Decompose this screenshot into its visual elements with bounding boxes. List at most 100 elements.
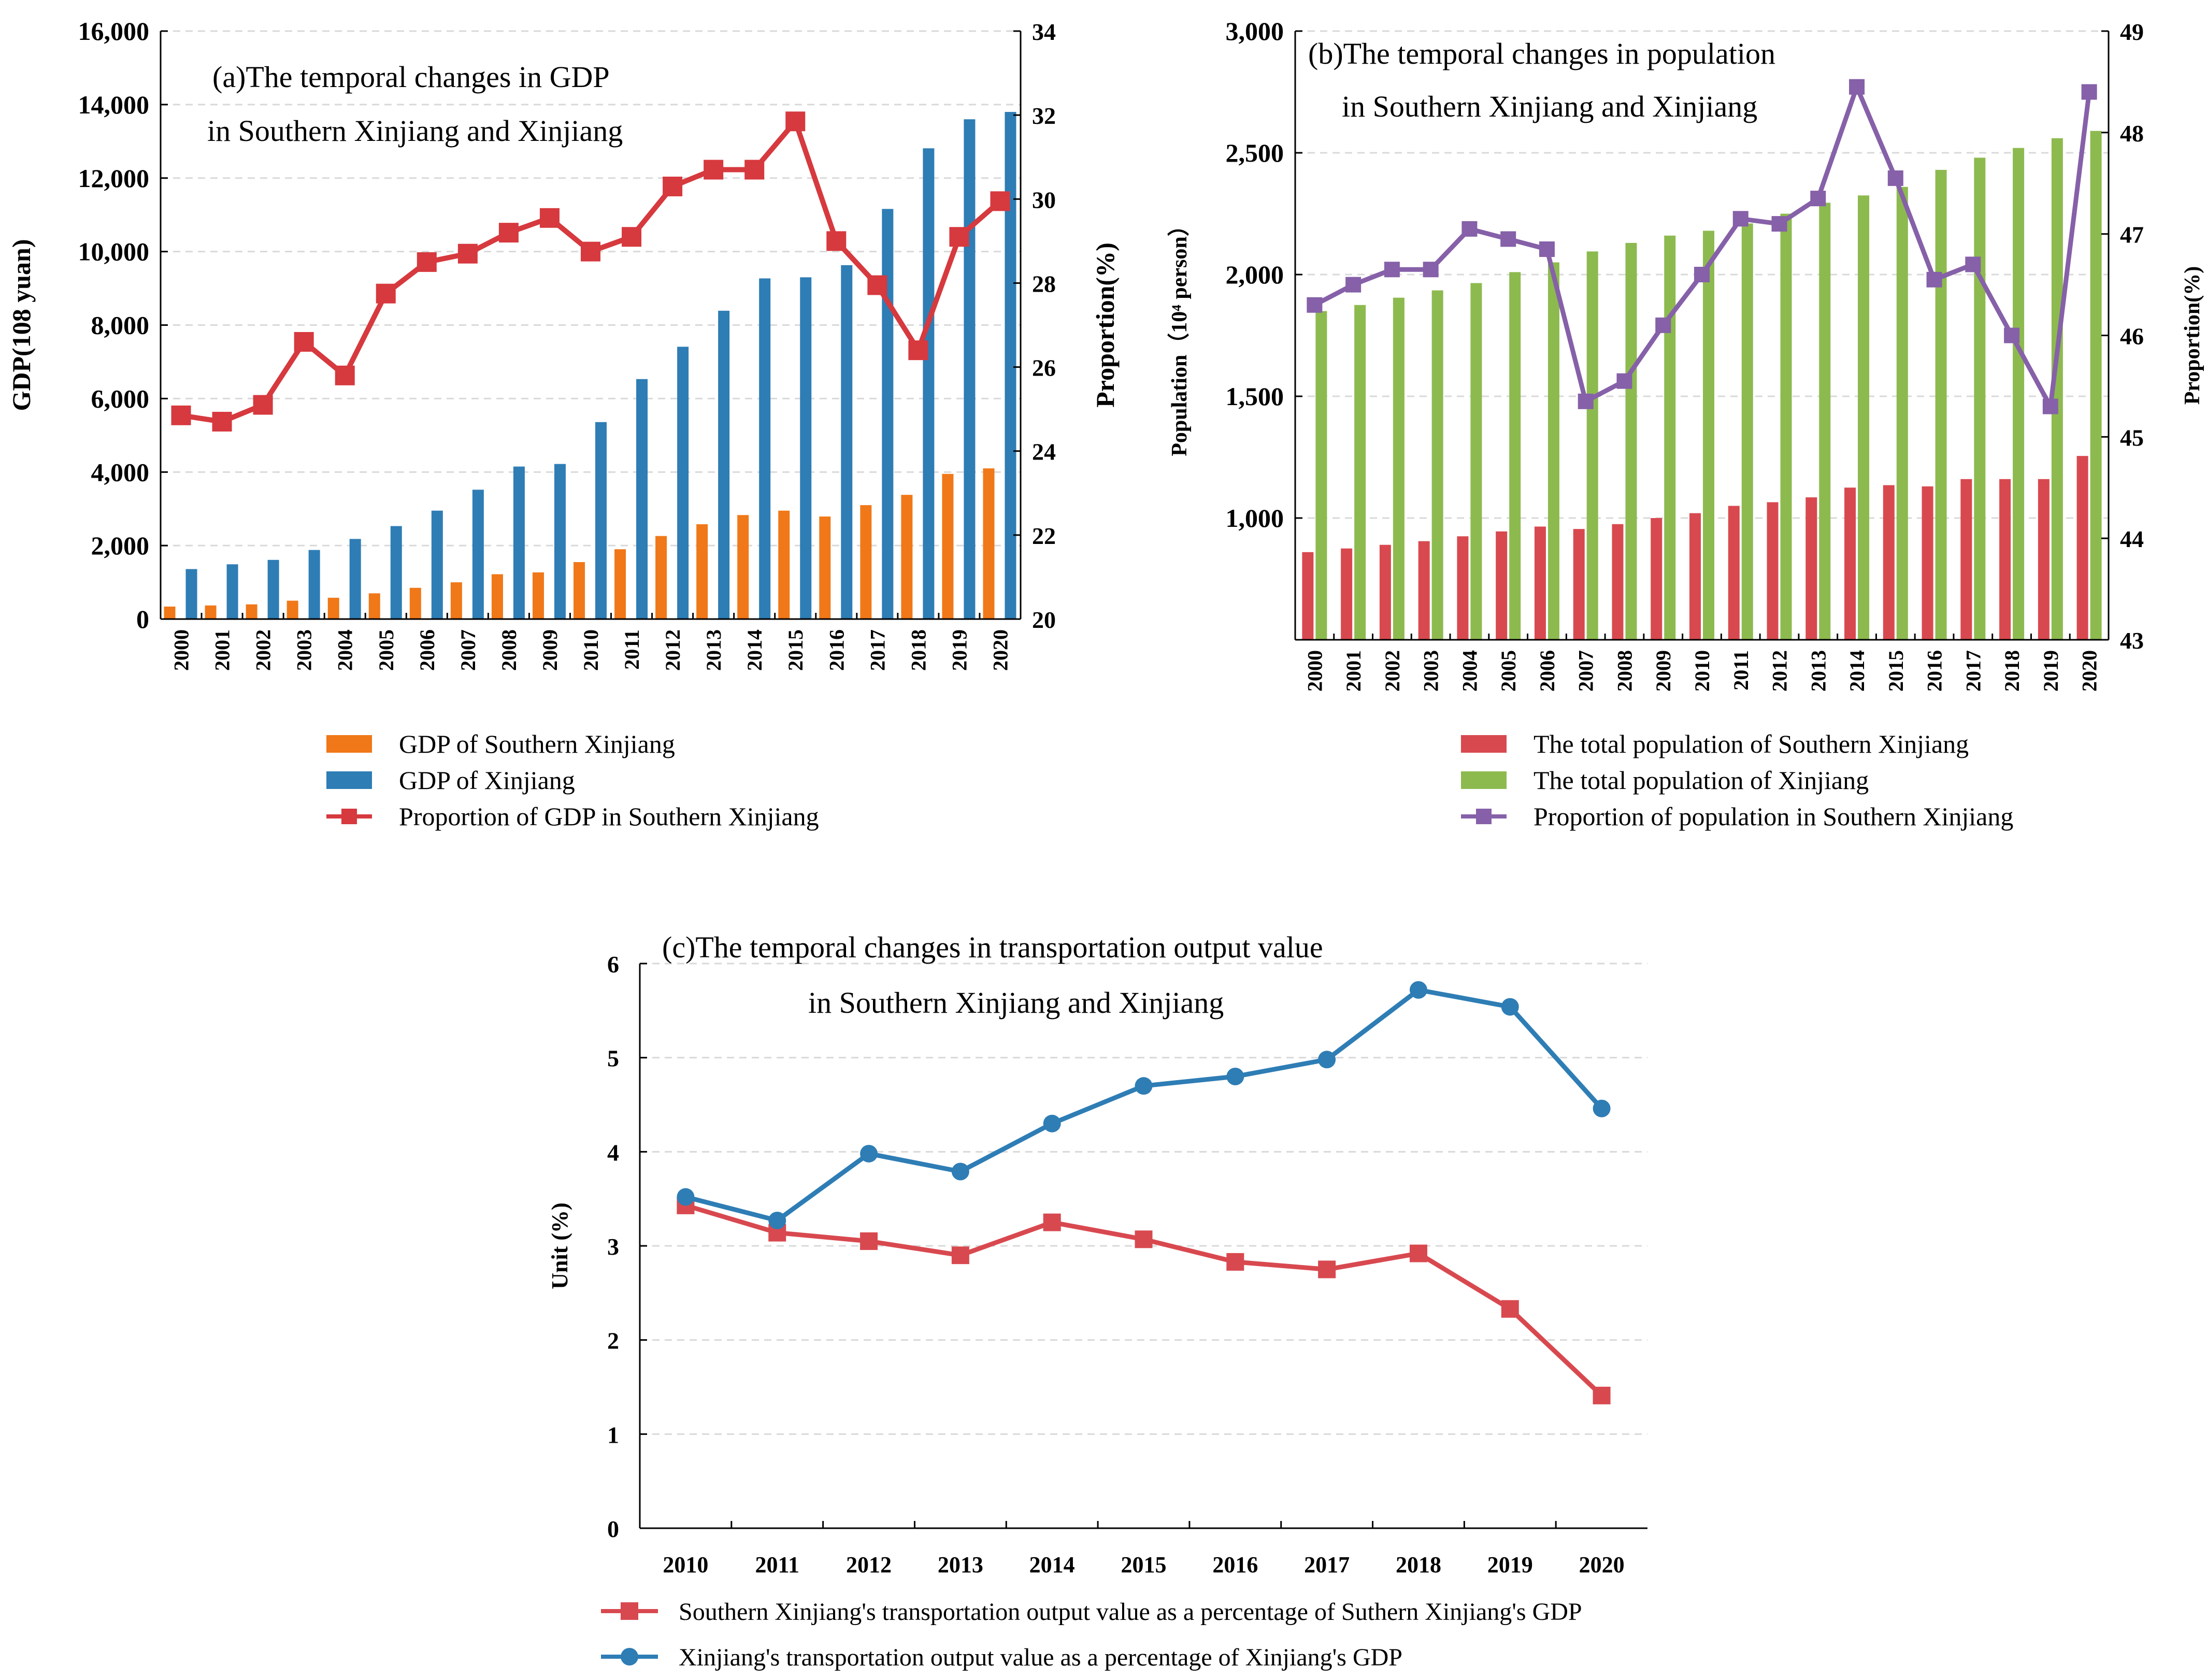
point-2000 xyxy=(171,405,191,425)
bar-red_bar-2002 xyxy=(1379,544,1391,640)
bar-orange-2000 xyxy=(164,606,176,619)
x-tick-label: 2009 xyxy=(538,629,562,671)
point-blue_line-2018 xyxy=(1409,981,1427,999)
bar-green-2019 xyxy=(2051,138,2063,640)
y-tick-label: 0 xyxy=(136,605,149,634)
point-2008 xyxy=(498,223,519,243)
point-2006 xyxy=(417,252,437,272)
bar-red_bar-2018 xyxy=(1999,479,2011,640)
point-red_line_c-2018 xyxy=(1409,1244,1427,1262)
y-tick-label: 6,000 xyxy=(91,384,150,413)
x-tick-label: 2014 xyxy=(743,629,766,671)
x-tick-label: 2005 xyxy=(1497,650,1520,692)
bar-orange-2019 xyxy=(942,473,954,619)
bar-blue-2004 xyxy=(349,539,361,619)
bar-red_bar-2013 xyxy=(1805,497,1817,640)
bar-blue-2003 xyxy=(308,550,320,619)
bar-orange-2001 xyxy=(205,605,217,619)
y-tick-label: 1,000 xyxy=(1226,504,1284,533)
bar-blue-2013 xyxy=(718,310,730,619)
point-2012 xyxy=(663,176,683,196)
x-tick-label: 2019 xyxy=(1487,1552,1533,1577)
y-tick-label: 2 xyxy=(607,1328,619,1354)
bar-red_bar-2016 xyxy=(1922,486,1933,640)
point-2015 xyxy=(785,111,806,132)
point-2009 xyxy=(1655,317,1671,333)
bar-orange-2010 xyxy=(574,562,585,619)
legend-swatch-red_bar xyxy=(1461,735,1507,753)
bar-green-2007 xyxy=(1586,251,1598,640)
bar-green-2012 xyxy=(1780,213,1792,640)
x-tick-label: 2009 xyxy=(1652,650,1675,692)
y-tick-label: 3 xyxy=(607,1233,619,1260)
bar-blue-2001 xyxy=(226,564,238,619)
bar-orange-2020 xyxy=(983,468,995,619)
point-2004 xyxy=(1461,221,1478,237)
point-blue_line-2019 xyxy=(1501,998,1519,1016)
y2-tick-label: 24 xyxy=(1032,439,1056,465)
x-tick-label: 2011 xyxy=(620,629,643,670)
bar-green-2008 xyxy=(1625,242,1637,640)
bar-blue-2016 xyxy=(841,265,853,619)
x-tick-label: 2015 xyxy=(1121,1552,1167,1577)
bar-blue-2020 xyxy=(1005,112,1016,619)
panel-title-line1: (a)The temporal changes in GDP xyxy=(212,60,610,94)
y2-tick-label: 28 xyxy=(1032,270,1056,297)
y-axis-title: Unit (%) xyxy=(547,1202,572,1289)
point-2005 xyxy=(376,283,396,304)
bar-red_bar-2015 xyxy=(1883,485,1895,640)
x-tick-label: 2008 xyxy=(497,629,521,671)
point-blue_line-2020 xyxy=(1593,1099,1611,1117)
bar-orange-2009 xyxy=(532,572,544,619)
bar-green-2009 xyxy=(1664,235,1676,640)
legend-marker-blue_line xyxy=(621,1648,638,1665)
bar-green-2004 xyxy=(1470,283,1482,640)
x-tick-label: 2019 xyxy=(2039,650,2062,692)
legend-label: GDP of Southern Xinjiang xyxy=(399,729,675,758)
point-red_line_c-2016 xyxy=(1226,1253,1244,1271)
legend-label: GDP of Xinjiang xyxy=(399,766,575,795)
bar-red_bar-2011 xyxy=(1728,506,1740,640)
x-tick-label: 2008 xyxy=(1613,650,1636,692)
point-2001 xyxy=(212,411,232,432)
point-2000 xyxy=(1307,297,1323,313)
point-red_line_c-2015 xyxy=(1135,1230,1153,1248)
bar-green-2010 xyxy=(1703,231,1714,640)
x-tick-label: 2014 xyxy=(1029,1552,1075,1577)
bar-orange-2005 xyxy=(368,593,380,619)
bar-green-2011 xyxy=(1741,223,1753,640)
bar-red_bar-2007 xyxy=(1573,529,1585,640)
bar-green-2003 xyxy=(1431,290,1443,640)
point-2014 xyxy=(744,160,765,180)
point-2005 xyxy=(1500,231,1516,247)
x-tick-label: 2006 xyxy=(415,629,439,671)
y2-axis-title: Proportion(%) xyxy=(1091,242,1120,407)
point-red_line_c-2017 xyxy=(1318,1260,1336,1279)
legend-label: Southern Xinjiang's transportation outpu… xyxy=(679,1598,1582,1626)
x-tick-label: 2015 xyxy=(1884,650,1908,692)
bar-red_bar-2009 xyxy=(1651,518,1663,640)
point-2016 xyxy=(1926,271,1942,288)
point-red_line_c-2019 xyxy=(1501,1300,1519,1318)
point-2020 xyxy=(990,191,1010,211)
x-tick-label: 2017 xyxy=(866,629,889,671)
bar-red_bar-2005 xyxy=(1496,531,1508,640)
x-tick-label: 2012 xyxy=(846,1552,892,1577)
legend-label: The total population of Xinjiang xyxy=(1534,766,1869,795)
x-tick-label: 2004 xyxy=(1458,650,1481,692)
bar-blue-2007 xyxy=(472,490,484,619)
point-2020 xyxy=(2081,84,2097,100)
series-line-proportion xyxy=(180,119,1002,424)
x-tick-label: 2020 xyxy=(988,629,1012,671)
y2-axis-title: Proportion(%) xyxy=(2181,266,2204,405)
point-2015 xyxy=(1887,170,1903,186)
point-2013 xyxy=(1810,191,1826,207)
panel-title-line2: in Southern Xinjiang and Xinjiang xyxy=(1342,90,1757,123)
bar-red_bar-2017 xyxy=(1960,479,1972,640)
x-tick-label: 2001 xyxy=(211,629,234,671)
bar-blue-2019 xyxy=(964,119,976,619)
point-2018 xyxy=(908,340,928,361)
y-tick-label: 2,000 xyxy=(91,531,150,560)
x-tick-label: 2018 xyxy=(2000,650,2024,692)
y2-tick-label: 26 xyxy=(1032,355,1056,381)
